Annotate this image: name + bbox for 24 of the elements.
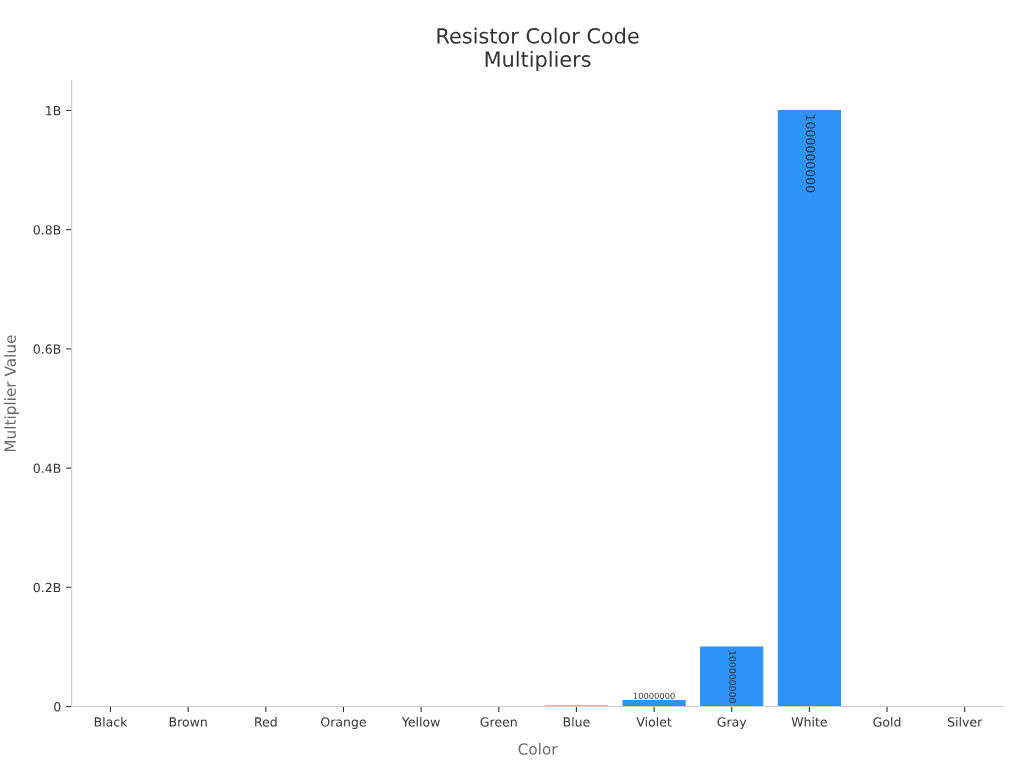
y-tick-label: 0.6B: [33, 344, 61, 354]
x-tick-label: Blue: [563, 716, 590, 727]
chart-title: Resistor Color Code Multipliers: [437, 27, 639, 72]
x-tick-label: Brown: [169, 717, 207, 727]
x-tick-label: Green: [480, 717, 517, 727]
data-label: 10000000: [633, 692, 675, 699]
data-label: 1000000000: [805, 114, 816, 193]
y-tick-label: 1B: [46, 106, 61, 116]
x-tick-label: Orange: [321, 717, 366, 730]
x-tick-label: Black: [94, 716, 128, 727]
x-tick-label: Yellow: [401, 716, 440, 727]
x-tick-label: Silver: [947, 716, 983, 727]
y-tick-label: 0: [54, 702, 61, 712]
x-tick-label: Violet: [636, 716, 672, 727]
x-tick-label: Red: [255, 716, 277, 727]
x-tick-label: White: [791, 716, 827, 727]
y-tick-label: 0.8B: [33, 225, 61, 235]
data-label: 100000000: [729, 651, 737, 703]
x-axis-title: Color: [518, 742, 558, 755]
x-tick-label: Gold: [873, 716, 901, 727]
y-tick-label: 0.4B: [33, 463, 61, 474]
y-axis-title: Multiplier Value: [4, 335, 19, 452]
x-tick-label: Gray: [717, 717, 747, 730]
y-tick-label: 0.2B: [33, 582, 61, 593]
